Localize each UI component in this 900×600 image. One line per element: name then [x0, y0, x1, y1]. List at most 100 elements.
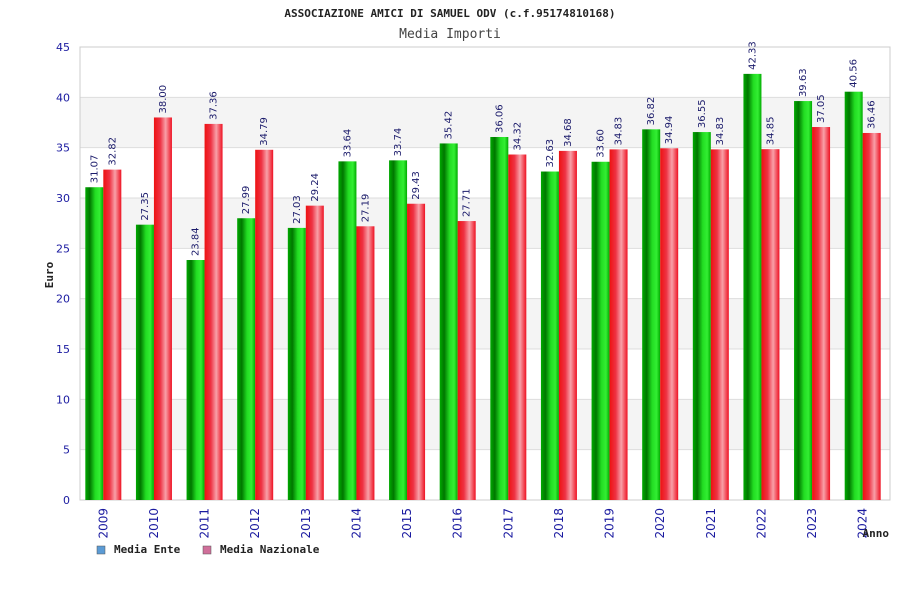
data-label-media-nazionale: 27.19: [360, 194, 371, 223]
bar-media-nazionale: [812, 127, 831, 500]
data-label-media-nazionale: 37.36: [209, 91, 220, 120]
bar-media-nazionale: [558, 150, 577, 500]
legend-swatch-media-ente: [96, 545, 106, 555]
bar-media-nazionale: [508, 154, 527, 500]
bar-media-ente: [591, 161, 610, 500]
bar-media-nazionale: [761, 149, 780, 500]
y-tick-label: 40: [56, 91, 70, 104]
legend-label-media-ente: Media Ente: [114, 543, 181, 556]
bar-media-ente: [135, 224, 154, 500]
data-label-media-nazionale: 34.83: [715, 117, 726, 146]
data-label-media-nazionale: 38.00: [158, 85, 169, 114]
data-label-media-nazionale: 34.32: [512, 122, 523, 151]
legend-swatch-media-nazionale: [202, 545, 212, 555]
bar-media-nazionale: [710, 149, 729, 501]
data-label-media-nazionale: 34.79: [259, 117, 270, 146]
bar-media-ente: [186, 260, 205, 500]
data-label-media-nazionale: 29.43: [411, 171, 422, 200]
x-tick-label: 2017: [501, 508, 515, 539]
data-label-media-ente: 27.35: [140, 192, 151, 221]
data-label-media-ente: 27.03: [292, 195, 303, 224]
data-label-media-nazionale: 34.94: [664, 116, 675, 145]
x-tick-label: 2010: [147, 508, 161, 539]
data-label-media-ente: 36.82: [646, 97, 657, 126]
bar-media-nazionale: [457, 221, 476, 500]
bar-media-ente: [692, 132, 711, 500]
y-tick-label: 35: [56, 142, 70, 155]
plot-area: 0 5 10 15 20 25 30 35 40 45 31.07 32.82 2009 27.35 38.…: [56, 41, 891, 539]
bar-media-nazionale: [609, 149, 628, 501]
bar-media-nazionale: [103, 169, 122, 500]
data-label-media-ente: 23.84: [191, 227, 202, 256]
bar-media-ente: [642, 129, 661, 500]
data-label-media-ente: 32.63: [545, 139, 556, 168]
x-tick-label: 2013: [299, 508, 313, 539]
legend: Media Ente Media Nazionale: [96, 543, 320, 556]
data-label-media-ente: 36.55: [697, 99, 708, 128]
bar-media-nazionale: [356, 226, 375, 500]
x-tick-label: 2014: [349, 508, 363, 539]
x-tick-label: 2023: [805, 508, 819, 539]
bar-media-ente: [439, 143, 458, 500]
bar-media-nazionale: [255, 149, 274, 500]
bar-media-nazionale: [660, 148, 679, 500]
y-tick-label: 45: [56, 41, 70, 54]
bar-media-ente: [794, 101, 813, 501]
bar-media-nazionale: [862, 132, 881, 500]
bar-media-ente: [743, 73, 762, 501]
bar-media-ente: [85, 187, 104, 500]
chart-title: ASSOCIAZIONE AMICI DI SAMUEL ODV (c.f.95…: [284, 7, 615, 20]
bar-media-ente: [490, 136, 509, 500]
data-label-media-ente: 35.42: [444, 111, 455, 140]
bar-media-nazionale: [407, 203, 426, 500]
y-tick-label: 20: [56, 293, 70, 306]
x-tick-label: 2019: [603, 508, 617, 539]
data-label-media-nazionale: 37.05: [816, 94, 827, 123]
bar-media-nazionale: [153, 117, 172, 500]
x-tick-label: 2022: [754, 508, 768, 539]
data-label-media-nazionale: 34.83: [614, 117, 625, 146]
x-tick-label: 2009: [96, 508, 110, 539]
bar-media-ente: [844, 91, 863, 501]
bar-media-ente: [237, 218, 256, 500]
data-label-media-ente: 40.56: [849, 59, 860, 88]
data-label-media-ente: 27.99: [241, 186, 252, 215]
x-tick-label: 2021: [704, 508, 718, 539]
y-tick-label: 0: [63, 494, 70, 507]
x-tick-label: 2020: [653, 508, 667, 539]
data-label-media-nazionale: 32.82: [107, 137, 118, 166]
bar-media-ente: [338, 161, 357, 500]
plot-border: [79, 46, 891, 501]
x-tick-label: 2018: [552, 508, 566, 539]
x-tick-label: 2024: [856, 508, 870, 539]
grid-band: [80, 47, 890, 98]
data-label-media-ente: 39.63: [798, 68, 809, 97]
legend-label-media-nazionale: Media Nazionale: [220, 543, 320, 556]
data-label-media-ente: 33.74: [393, 128, 404, 157]
bar-media-nazionale: [305, 205, 324, 500]
x-tick-label: 2011: [198, 508, 212, 539]
y-tick-label: 5: [63, 444, 70, 457]
data-label-media-nazionale: 36.46: [867, 100, 878, 129]
bar-media-nazionale: [204, 123, 223, 500]
y-tick-label: 30: [56, 192, 70, 205]
data-label-media-nazionale: 27.71: [462, 188, 473, 217]
x-tick-label: 2012: [248, 508, 262, 539]
data-label-media-ente: 33.64: [342, 129, 353, 158]
data-label-media-ente: 33.60: [596, 129, 607, 158]
data-label-media-nazionale: 34.68: [563, 118, 574, 147]
bar-media-ente: [540, 171, 559, 501]
data-label-media-ente: 36.06: [494, 104, 505, 133]
y-tick-label: 25: [56, 242, 70, 255]
y-tick-label: 10: [56, 393, 70, 406]
data-label-media-nazionale: 29.24: [310, 173, 321, 202]
x-tick-label: 2016: [451, 508, 465, 539]
data-label-media-ente: 31.07: [89, 155, 100, 184]
chart-subtitle: Media Importi: [399, 27, 501, 42]
bar-media-ente: [389, 160, 408, 501]
y-tick-label: 15: [56, 343, 70, 356]
data-label-media-nazionale: 34.85: [765, 117, 776, 146]
data-label-media-ente: 42.33: [747, 41, 758, 70]
y-axis-label: Euro: [43, 261, 56, 288]
